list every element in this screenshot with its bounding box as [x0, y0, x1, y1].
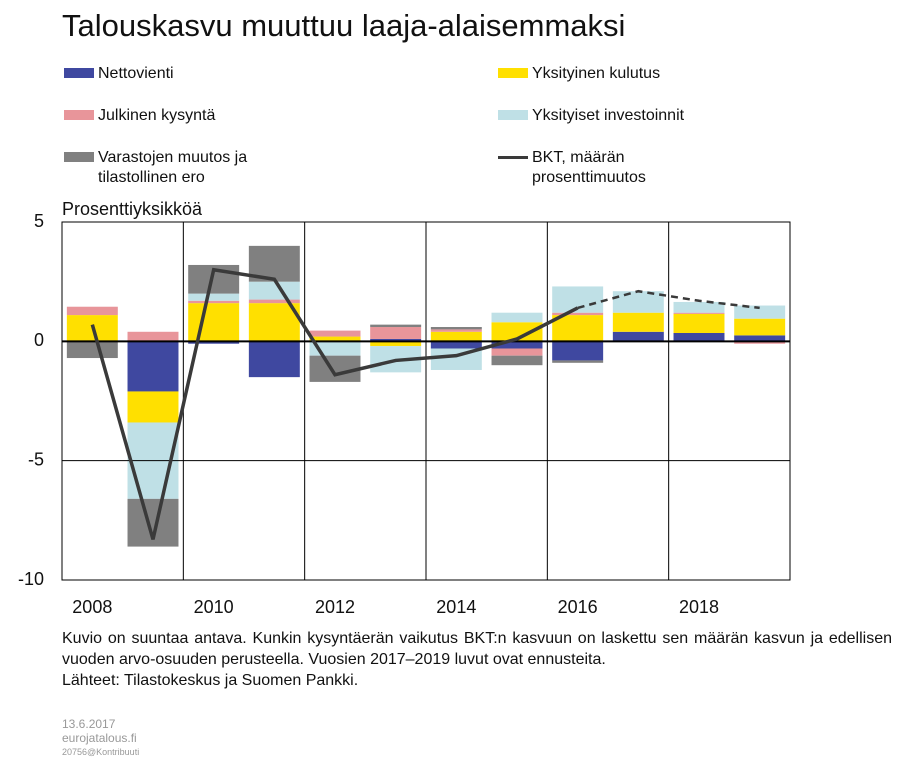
bar-segment [66, 341, 118, 359]
bar-segment [552, 315, 604, 342]
bar-segment [673, 301, 725, 313]
y-tick-label: 0 [34, 330, 44, 350]
bar-segment [673, 332, 725, 342]
legend-label: Yksityinen kulutus [532, 65, 661, 82]
legend: Nettovienti Yksityinen kulutus Julkinen ky… [64, 64, 844, 188]
legend-swatch [498, 110, 528, 120]
bar-segment [309, 336, 361, 342]
legend-swatch [64, 110, 94, 120]
bar-segment [491, 312, 543, 323]
x-tick-label: 2016 [558, 597, 598, 617]
legend-item: Yksityiset investoinnit [498, 106, 844, 132]
x-tick-label: 2008 [72, 597, 112, 617]
y-tick-label: 5 [34, 211, 44, 231]
bar-segment [309, 355, 361, 382]
bar-segment [552, 312, 604, 316]
bar-segment [734, 305, 786, 319]
legend-label: Varastojen muutos ja tilastollinen ero [98, 149, 248, 186]
bar-segment [491, 341, 543, 349]
bar-segment [188, 300, 240, 304]
bar-segment [127, 331, 179, 342]
gdp-line [90, 267, 579, 540]
legend-swatch [64, 152, 94, 162]
bar-segment [370, 327, 422, 339]
legend-item: Nettovienti [64, 64, 498, 90]
note: Kuvio on suuntaa antava. Kunkin kysyntäe… [62, 628, 892, 691]
bar-segment [491, 355, 543, 366]
plot-frame [61, 221, 791, 581]
bar-segment [430, 341, 482, 349]
bar-segment [188, 303, 240, 342]
source: Lähteet: Tilastokeskus ja Suomen Pankki. [62, 672, 359, 689]
footer: 13.6.2017 eurojatalous.fi 20756@Kontribu… [62, 717, 139, 759]
legend-item: Varastojen muutos ja tilastollinen ero [64, 148, 498, 188]
legend-item: BKT, määrän prosenttimuutos [498, 148, 844, 188]
bar-segment [127, 391, 179, 423]
legend-label: BKT, määrän prosenttimuutos [532, 149, 646, 186]
legend-item: Yksityinen kulutus [498, 64, 844, 90]
legend-swatch [498, 68, 528, 78]
chart-title: Talouskasvu muuttuu laaja-alaisemmaksi [62, 8, 626, 43]
site: eurojatalous.fi [62, 731, 137, 745]
bar-segment [430, 329, 482, 332]
legend-label: Yksityiset investoinnit [532, 107, 685, 124]
bar-segment [612, 291, 664, 313]
y-tick-label: -5 [28, 449, 44, 469]
bar-segment [188, 341, 240, 344]
bar-segment [673, 313, 725, 333]
bar-segment [188, 293, 240, 301]
bar-segment [248, 299, 300, 304]
y-axis-label: Prosenttiyksikköä [62, 199, 203, 219]
bar-segment [734, 341, 786, 344]
x-tick-label: 2018 [679, 597, 719, 617]
legend-swatch [64, 68, 94, 78]
bar-segment [612, 331, 664, 342]
bar-segment [491, 322, 543, 342]
bar-segment [248, 303, 300, 342]
bar-segment [673, 312, 725, 314]
note-text: Kuvio on suuntaa antava. Kunkin kysyntäe… [62, 630, 892, 668]
y-tick-label: -10 [18, 569, 44, 589]
date: 13.6.2017 [62, 717, 116, 731]
bar-segment [491, 348, 543, 356]
legend-item: Julkinen kysyntä [64, 106, 498, 132]
bar-segment [309, 330, 361, 337]
bar-segment [248, 341, 300, 378]
bar-segment [370, 341, 422, 347]
bar-segment [370, 324, 422, 328]
bar-segment [127, 341, 179, 392]
legend-label: Julkinen kysyntä [98, 107, 216, 124]
bar-segment [430, 331, 482, 342]
bar-segment [734, 318, 786, 336]
bar-segment [612, 312, 664, 332]
legend-label: Nettovienti [98, 65, 174, 82]
bar-segment [66, 306, 118, 316]
bar-segment [552, 360, 604, 363]
bar-segment [734, 335, 786, 342]
legend-swatch [498, 156, 528, 159]
bar-segment [370, 338, 422, 342]
x-tick-label: 2010 [194, 597, 234, 617]
bar-segment [248, 281, 300, 300]
code: 20756@Kontribuuti [62, 747, 140, 757]
bar-segment [430, 327, 482, 330]
x-tick-label: 2014 [436, 597, 476, 617]
x-tick-label: 2012 [315, 597, 355, 617]
bar-segment [552, 341, 604, 361]
